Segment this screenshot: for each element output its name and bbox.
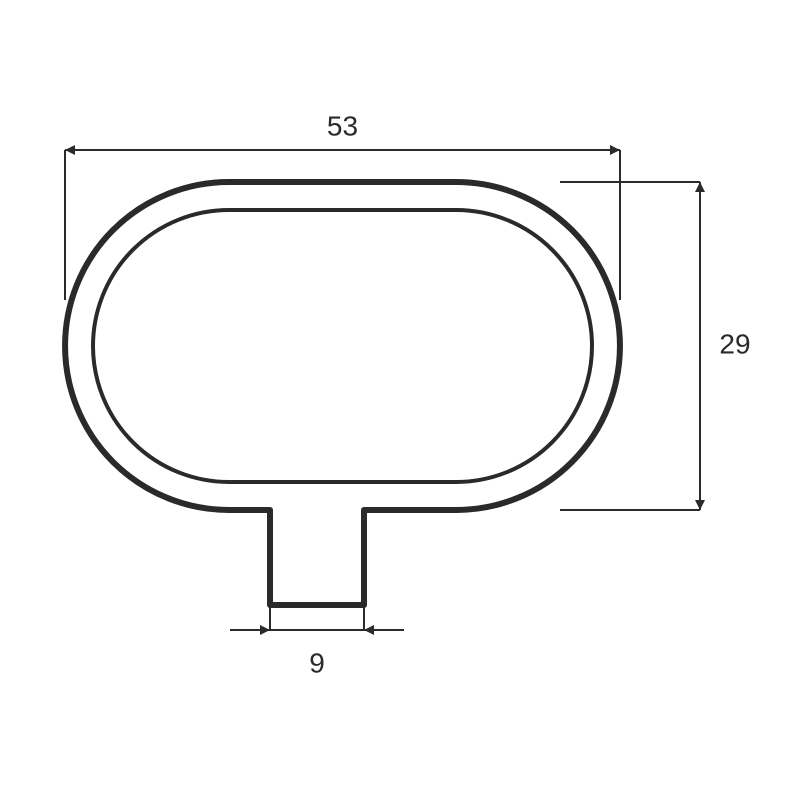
dimension-width-label: 53	[327, 110, 358, 141]
inner-outline	[93, 210, 592, 482]
outer-outline	[65, 182, 620, 605]
dimension-tab-label: 9	[309, 647, 325, 678]
dimension-height-label: 29	[719, 328, 750, 359]
dimension-height: 29	[560, 182, 751, 510]
